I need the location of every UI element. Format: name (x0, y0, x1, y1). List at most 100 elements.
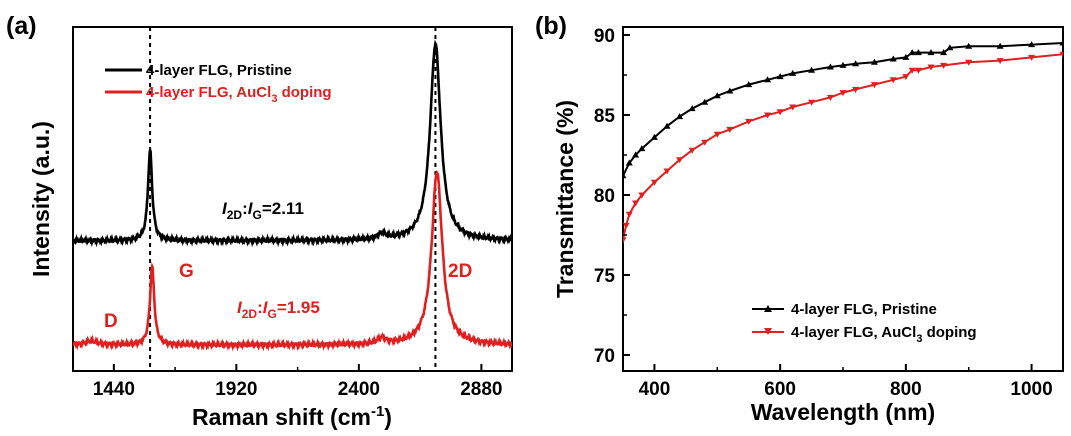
panel-b-ticks: 400 600 800 1000 70 75 80 85 90 (594, 26, 1053, 400)
transmittance-point-pristine (839, 61, 847, 68)
panel-a-x-axis-title: Raman shift (cm-1) (192, 403, 392, 430)
transmittance-point-pristine (852, 60, 860, 67)
transmittance-point-doped (940, 62, 948, 69)
panel-b: (b) 400 600 800 1000 70 75 80 85 90 Wavelength (… (535, 12, 1064, 425)
ratio-annotation-doped: I2D:IG=1.95 (237, 298, 320, 321)
transmittance-point-doped (764, 112, 772, 119)
transmittance-point-pristine (776, 73, 784, 80)
transmittance-point-doped (826, 94, 834, 101)
raman-series-doped (73, 169, 512, 352)
transmittance-point-pristine (745, 81, 753, 88)
transmittance-point-doped (701, 139, 709, 146)
transmittance-point-doped (914, 67, 922, 74)
transmittance-point-doped (889, 77, 897, 84)
transmittance-point-pristine (1028, 41, 1036, 48)
transmittance-point-doped (726, 126, 734, 133)
legend-marker-pristine-b (764, 305, 772, 312)
panel-a-plot-frame (72, 26, 513, 372)
transmittance-point-doped (1059, 51, 1063, 58)
legend-label-pristine-a: 4-layer FLG, Pristine (146, 62, 292, 79)
legend-label-pristine-b: 4-layer FLG, Pristine (791, 301, 937, 318)
transmittance-point-pristine (902, 53, 910, 60)
panel-b-series (623, 39, 1063, 244)
transmittance-point-pristine (914, 49, 922, 56)
transmittance-point-doped (688, 147, 696, 154)
x-tick-label-b: 600 (764, 379, 796, 400)
transmittance-point-doped (623, 222, 630, 229)
transmittance-point-doped (927, 64, 935, 71)
transmittance-point-pristine (889, 55, 897, 62)
panel-b-y-axis-title: Transmittance (%) (552, 100, 578, 298)
transmittance-point-pristine (808, 66, 816, 73)
transmittance-point-doped (870, 82, 878, 89)
transmittance-point-doped (852, 86, 860, 93)
panel-a-y-axis-title: Intensity (a.u.) (28, 121, 54, 277)
x-tick-label-a: 1920 (215, 379, 257, 400)
transmittance-point-doped (808, 99, 816, 106)
panel-a-label: (a) (6, 12, 37, 40)
ratio-annotation-pristine: I2D:IG=2.11 (222, 199, 304, 222)
transmittance-point-doped (996, 58, 1004, 65)
transmittance-point-pristine (676, 113, 684, 120)
transmittance-point-pristine (826, 63, 834, 70)
x-tick-label-b: 1000 (1010, 379, 1052, 400)
x-tick-label-b: 800 (890, 379, 922, 400)
transmittance-point-doped (745, 118, 753, 125)
panel-a: (a) 1440 1920 2400 2880 Raman shift (cm-1) … (6, 12, 513, 430)
transmittance-point-doped (902, 74, 910, 81)
transmittance-point-pristine (701, 98, 709, 105)
transmittance-point-doped (632, 200, 640, 207)
transmittance-point-doped (713, 131, 721, 138)
panel-a-legend: 4-layer FLG, Pristine 4-layer FLG, AuCl3… (105, 62, 332, 105)
transmittance-point-pristine (632, 151, 640, 158)
transmittance-point-pristine (946, 44, 954, 51)
transmittance-point-pristine (625, 159, 633, 166)
transmittance-point-doped (638, 192, 646, 199)
peak-label-g: G (179, 261, 194, 282)
peak-label-d: D (104, 311, 118, 332)
transmittance-point-pristine (789, 69, 797, 76)
transmittance-point-pristine (870, 58, 878, 65)
transmittance-point-pristine (688, 105, 696, 112)
transmittance-point-doped (623, 237, 627, 244)
panel-a-x-ticks: 1440 1920 2400 2880 (93, 364, 503, 400)
transmittance-point-pristine (965, 42, 973, 49)
transmittance-point-pristine (764, 76, 772, 83)
x-tick-label-a: 2880 (460, 379, 502, 400)
x-tick-label-b: 400 (639, 379, 671, 400)
transmittance-point-pristine (650, 133, 658, 140)
transmittance-point-pristine (638, 145, 646, 152)
legend-marker-doped-b (764, 328, 772, 335)
transmittance-point-doped (839, 90, 847, 97)
transmittance-point-pristine (623, 172, 627, 179)
transmittance-point-pristine (663, 122, 671, 129)
transmittance-point-pristine (713, 92, 721, 99)
transmittance-point-doped (908, 67, 916, 74)
transmittance-point-doped (625, 211, 633, 218)
peak-label-2d: 2D (448, 261, 472, 282)
transmittance-point-doped (789, 104, 797, 111)
y-tick-label-b: 70 (594, 346, 615, 367)
transmittance-point-pristine (726, 87, 734, 94)
panel-b-plot-frame (622, 26, 1064, 372)
transmittance-point-doped (650, 179, 658, 186)
transmittance-point-doped (776, 109, 784, 116)
panel-b-x-axis-title: Wavelength (nm) (751, 399, 935, 425)
transmittance-point-doped (663, 168, 671, 175)
transmittance-point-pristine (927, 49, 935, 56)
legend-label-doped-b: 4-layer FLG, AuCl3 doping (791, 324, 977, 345)
y-tick-label-b: 75 (594, 266, 616, 287)
transmittance-point-pristine (908, 49, 916, 56)
y-tick-label-b: 80 (594, 186, 615, 207)
legend-label-doped-a: 4-layer FLG, AuCl3 doping (146, 84, 332, 105)
y-tick-label-b: 85 (594, 106, 616, 127)
x-tick-label-a: 1440 (93, 379, 135, 400)
panel-b-label: (b) (535, 12, 567, 40)
y-tick-label-b: 90 (594, 26, 615, 47)
panel-a-spectra (73, 39, 512, 352)
panel-b-legend: 4-layer FLG, Pristine 4-layer FLG, AuCl3… (752, 301, 977, 345)
transmittance-point-pristine (996, 42, 1004, 49)
raman-series-pristine (73, 39, 512, 248)
transmittance-point-doped (1028, 54, 1036, 61)
